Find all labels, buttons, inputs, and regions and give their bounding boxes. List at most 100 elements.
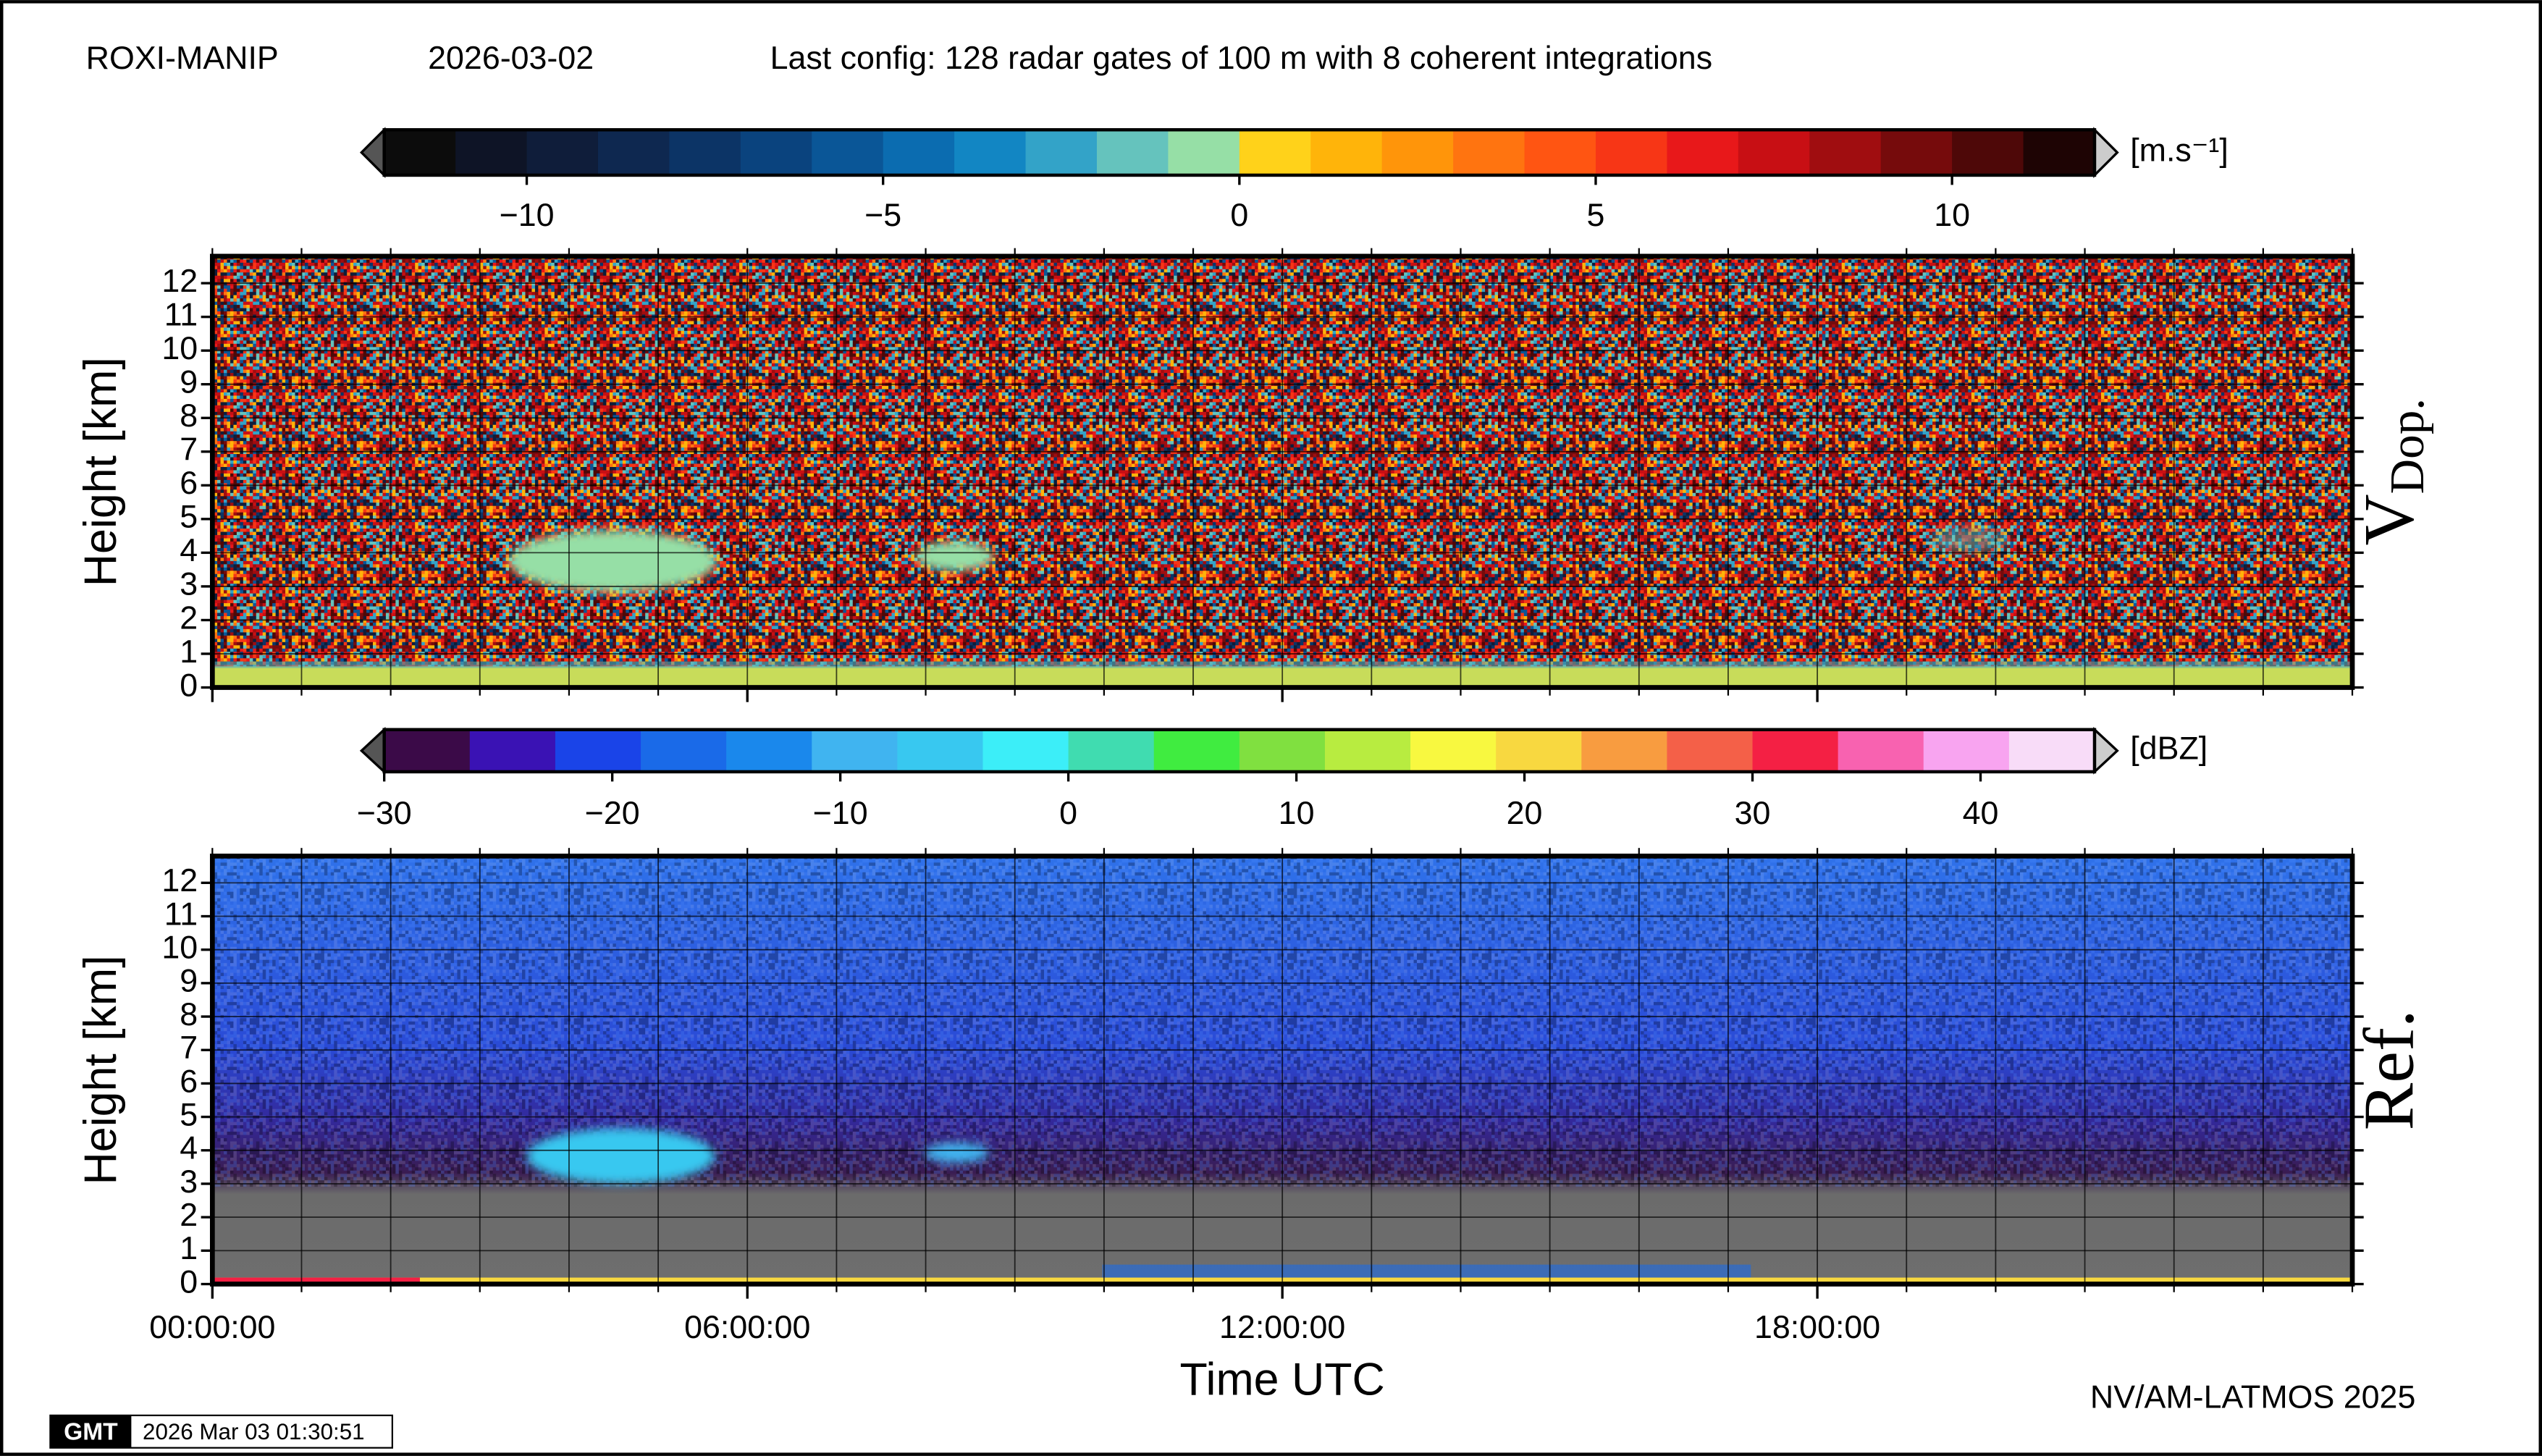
y-tick-label: 8 [180, 996, 198, 1032]
y-tick-label: 4 [180, 1130, 198, 1166]
colorbar-low-arrow [361, 730, 384, 772]
y-tick-label: 0 [180, 1263, 198, 1300]
colorbar-swatch [384, 730, 471, 772]
colorbar-tick-label: 10 [1279, 795, 1315, 831]
colorbar-swatch [1581, 730, 1667, 772]
timestamp: 2026 Mar 03 01:30:51 [143, 1419, 365, 1444]
colorbar-tick-label: 20 [1507, 795, 1543, 831]
y-tick-label: 6 [180, 465, 198, 501]
panel-label: VDop. [2349, 398, 2434, 546]
colorbar-swatch [1154, 730, 1240, 772]
colorbar-tick-label: −10 [500, 197, 555, 233]
x-tick-label: 00:00:00 [149, 1309, 275, 1345]
y-tick-label: 8 [180, 397, 198, 434]
colorbar-tick-label: 5 [1587, 197, 1605, 233]
y-tick-label: 7 [180, 432, 198, 468]
colorbar-swatch [1325, 730, 1411, 772]
panel-label-sub: Dop. [2380, 398, 2434, 494]
colorbar-swatch [1667, 130, 1738, 175]
colorbar-swatch [470, 730, 556, 772]
y-tick-label: 7 [180, 1030, 198, 1066]
colorbar-tick-label: −5 [864, 197, 901, 233]
colorbar-swatch [1310, 130, 1382, 175]
colorbar-swatch [1069, 730, 1155, 772]
cloud-echo [1931, 527, 2008, 553]
colorbar-low-arrow [361, 130, 384, 175]
colorbar-tick-label: 40 [1963, 795, 1999, 831]
colorbar-swatch [455, 130, 527, 175]
y-tick-label: 10 [161, 330, 198, 366]
date: 2026-03-02 [428, 40, 594, 76]
y-tick-label: 1 [180, 634, 198, 670]
colorbar-swatch [982, 730, 1069, 772]
x-tick-label: 12:00:00 [1219, 1309, 1345, 1345]
colorbar-swatch [1453, 130, 1525, 175]
ground-clutter [1103, 1265, 1751, 1278]
panel-label: Ref. [2349, 1010, 2428, 1131]
colorbar-swatch [598, 130, 670, 175]
y-tick-label: 9 [180, 364, 198, 400]
cloud-echo [924, 1143, 989, 1163]
y-tick-label: 0 [180, 667, 198, 703]
y-tick-label: 2 [180, 1197, 198, 1233]
y-tick-label: 5 [180, 1096, 198, 1132]
y-tick-label: 11 [164, 296, 198, 332]
y-tick-label: 5 [180, 499, 198, 535]
station: ROXI-MANIP [86, 40, 279, 76]
colorbar-tick-label: 10 [1934, 197, 1970, 233]
y-tick-label: 3 [180, 1163, 198, 1200]
x-tick-label: 18:00:00 [1754, 1309, 1880, 1345]
colorbar-swatch [897, 730, 983, 772]
x-tick-label: 06:00:00 [684, 1309, 810, 1345]
y-tick-label: 4 [180, 532, 198, 568]
colorbar-swatch [1525, 130, 1596, 175]
logo: GMT [64, 1418, 118, 1445]
colorbar-swatch [1809, 130, 1881, 175]
colorbar-swatch [1026, 130, 1098, 175]
colorbar-swatch [1240, 730, 1326, 772]
colorbar-high-arrow [2095, 130, 2117, 175]
y-tick-label: 3 [180, 566, 198, 602]
colorbar-swatch [1924, 730, 2010, 772]
x-axis-title: Time UTC [1180, 1355, 1385, 1405]
colorbar-tick-label: −30 [357, 795, 412, 831]
y-axis-title: Height [km] [75, 955, 126, 1184]
colorbar-swatch [1881, 130, 1953, 175]
y-axis-title: Height [km] [75, 357, 126, 586]
colorbar-swatch [1382, 130, 1454, 175]
y-tick-label: 2 [180, 599, 198, 636]
colorbar-unit: [m.s⁻¹] [2130, 132, 2229, 168]
colorbar-tick-label: 30 [1735, 795, 1771, 831]
colorbar-swatch [2009, 730, 2095, 772]
colorbar-swatch [1667, 730, 1753, 772]
colorbar-tick-label: −20 [585, 795, 640, 831]
colorbar-swatch [1410, 730, 1497, 772]
y-tick-label: 12 [161, 862, 198, 899]
config: Last config: 128 radar gates of 100 m wi… [770, 40, 1712, 76]
colorbar-swatch [1952, 130, 2024, 175]
colorbar-swatch [384, 130, 456, 175]
colorbar-swatch [1097, 130, 1169, 175]
colorbar-swatch [741, 130, 812, 175]
colorbar-swatch [883, 130, 955, 175]
cloud-echo [509, 530, 717, 592]
colorbar-tick-label: 0 [1059, 795, 1077, 831]
colorbar-tick-label: 0 [1230, 197, 1248, 233]
colorbar-swatch [726, 730, 812, 772]
colorbar-swatch [812, 730, 898, 772]
colorbar-swatch [1240, 130, 1311, 175]
y-tick-label: 9 [180, 963, 198, 999]
credit: NV/AM-LATMOS 2025 [2090, 1379, 2415, 1415]
panel-label-main: V [2349, 494, 2428, 545]
colorbar-high-arrow [2095, 730, 2117, 772]
cloud-echo [527, 1129, 715, 1184]
colorbar-unit: [dBZ] [2130, 731, 2208, 767]
colorbar-swatch [669, 130, 741, 175]
y-tick-label: 12 [161, 263, 198, 299]
colorbar-swatch [1596, 130, 1667, 175]
colorbar-swatch [954, 130, 1026, 175]
colorbar-swatch [1838, 730, 1924, 772]
colorbar-swatch [812, 130, 883, 175]
colorbar-swatch [555, 730, 641, 772]
